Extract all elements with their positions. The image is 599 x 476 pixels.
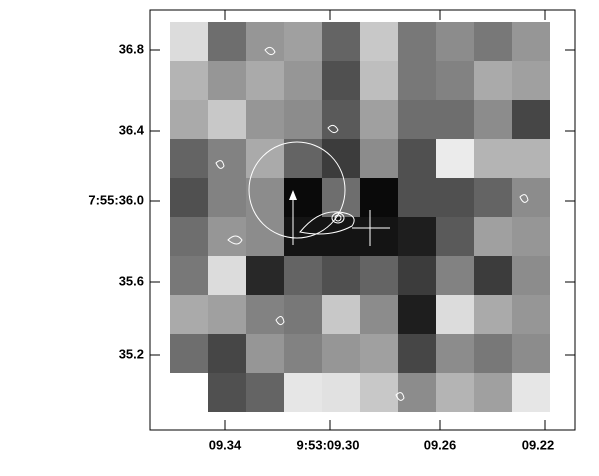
- overlays: [215, 46, 529, 401]
- plot-frame: [149, 9, 576, 431]
- x-tick-label: 9:53:09.30: [297, 437, 360, 452]
- y-tick-label: 35.2: [119, 346, 144, 361]
- y-tick-label: 36.4: [119, 122, 145, 137]
- x-tick-label: 09.26: [424, 437, 457, 452]
- y-tick-label: 36.8: [119, 41, 144, 56]
- x-tick-label: 09.22: [522, 437, 555, 452]
- y-tick-label: 7:55:36.0: [88, 192, 144, 207]
- x-tick-label: 09.34: [209, 437, 242, 452]
- tick-marks: [150, 10, 575, 430]
- image-pixels: [170, 22, 550, 412]
- y-tick-label: 35.6: [119, 273, 144, 288]
